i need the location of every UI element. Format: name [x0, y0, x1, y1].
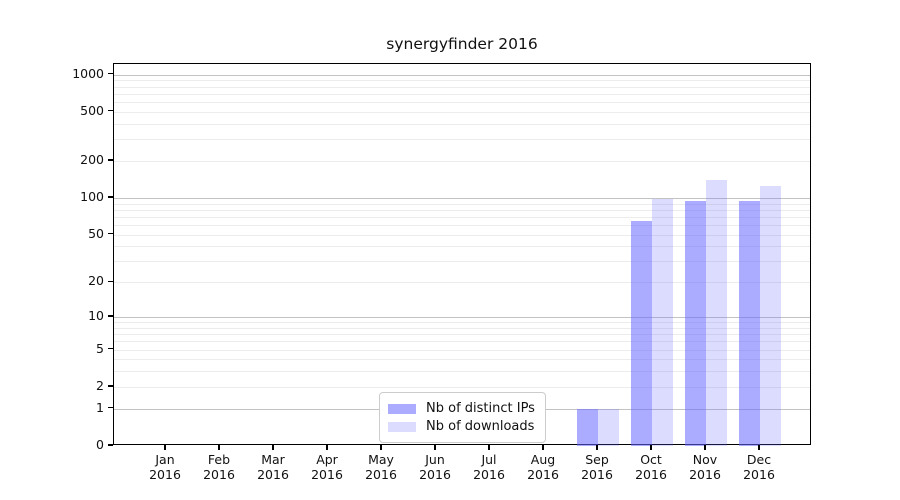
- y-tick-mark: [108, 159, 113, 161]
- bar-downloads: [706, 179, 727, 446]
- y-gridline-minor: [114, 234, 810, 236]
- x-tick-label: Aug 2016: [527, 452, 559, 482]
- x-tick-label: Sep 2016: [581, 452, 613, 482]
- x-tick-label: Jun 2016: [419, 452, 451, 482]
- y-gridline-minor: [114, 261, 810, 263]
- x-tick-mark: [434, 445, 436, 450]
- y-gridline-minor: [114, 209, 810, 211]
- x-tick-label: Apr 2016: [311, 452, 343, 482]
- chart-title: synergyfinder 2016: [386, 35, 538, 53]
- y-tick-label: 1000: [72, 65, 104, 81]
- y-gridline-minor: [114, 371, 810, 373]
- y-gridline-minor: [114, 349, 810, 351]
- y-gridline-minor: [114, 341, 810, 343]
- y-gridline-major: [114, 317, 810, 319]
- y-tick-mark: [108, 280, 113, 283]
- x-tick-label: Jan 2016: [149, 452, 181, 482]
- legend-row-downloads: Nb of downloads: [388, 418, 535, 435]
- x-tick-label: May 2016: [365, 452, 397, 482]
- y-tick-label: 1: [96, 399, 104, 415]
- y-gridline-minor: [114, 123, 810, 125]
- y-tick-label: 500: [80, 102, 104, 118]
- y-tick-mark: [108, 110, 113, 112]
- y-tick-label: 2: [96, 377, 104, 393]
- legend: Nb of distinct IPs Nb of downloads: [379, 392, 546, 443]
- x-tick-mark: [326, 445, 328, 450]
- y-gridline-minor: [114, 139, 810, 141]
- bar-downloads: [598, 408, 619, 446]
- x-tick-mark: [704, 445, 706, 450]
- x-tick-mark: [164, 445, 166, 450]
- y-tick-mark: [108, 407, 113, 409]
- bar-distinct-ips: [685, 201, 706, 446]
- y-tick-label: 100: [80, 188, 104, 204]
- bar-distinct-ips: [631, 220, 652, 446]
- bar-distinct-ips: [739, 200, 760, 446]
- y-gridline-minor: [114, 322, 810, 324]
- y-tick-label: 20: [88, 273, 104, 289]
- x-tick-mark: [596, 445, 598, 450]
- legend-label-distinct-ips: Nb of distinct IPs: [426, 401, 535, 416]
- legend-row-distinct-ips: Nb of distinct IPs: [388, 400, 535, 417]
- x-tick-label: Nov 2016: [689, 452, 721, 482]
- y-gridline-major: [114, 74, 810, 76]
- y-gridline-minor: [114, 203, 810, 205]
- x-tick-label: Dec 2016: [743, 452, 775, 482]
- y-gridline-minor: [114, 86, 810, 88]
- x-tick-label: Mar 2016: [257, 452, 289, 482]
- y-tick-mark: [108, 385, 113, 387]
- y-gridline-major: [114, 197, 810, 199]
- x-tick-mark: [758, 445, 760, 450]
- bar-downloads: [760, 186, 781, 446]
- y-gridline-minor: [114, 282, 810, 284]
- legend-label-downloads: Nb of downloads: [426, 419, 535, 434]
- y-tick-mark: [108, 196, 113, 198]
- y-tick-mark: [108, 72, 113, 75]
- y-tick-label: 200: [80, 151, 104, 167]
- y-tick-mark: [108, 444, 113, 446]
- bar-distinct-ips: [577, 408, 598, 446]
- y-tick-mark: [108, 232, 113, 235]
- y-tick-mark: [108, 347, 113, 350]
- y-gridline-minor: [114, 111, 810, 113]
- x-tick-mark: [218, 445, 220, 450]
- y-gridline-minor: [114, 80, 810, 82]
- y-tick-label: 10: [88, 308, 104, 324]
- legend-swatch-distinct-ips: [388, 403, 416, 414]
- y-tick-mark: [108, 315, 113, 317]
- x-tick-mark: [650, 445, 652, 450]
- y-tick-label: 5: [96, 340, 104, 356]
- y-gridline-minor: [114, 386, 810, 388]
- y-gridline-minor: [114, 334, 810, 336]
- y-gridline-minor: [114, 216, 810, 218]
- x-tick-mark: [542, 445, 544, 450]
- y-gridline-minor: [114, 327, 810, 329]
- y-tick-label: 50: [88, 225, 104, 241]
- y-gridline-minor: [114, 160, 810, 162]
- x-tick-mark: [488, 445, 490, 450]
- y-tick-label: 0: [96, 437, 104, 452]
- x-tick-label: Feb 2016: [203, 452, 235, 482]
- x-tick-label: Oct 2016: [635, 452, 667, 482]
- y-gridline-minor: [114, 93, 810, 95]
- plot-area: Nb of distinct IPs Nb of downloads: [113, 63, 811, 446]
- bar-downloads: [652, 198, 673, 446]
- y-gridline-minor: [114, 359, 810, 361]
- x-tick-label: Jul 2016: [473, 452, 505, 482]
- x-tick-mark: [380, 445, 382, 450]
- y-gridline-minor: [114, 102, 810, 104]
- legend-swatch-downloads: [388, 421, 416, 432]
- x-tick-mark: [272, 445, 274, 450]
- y-gridline-minor: [114, 225, 810, 226]
- y-gridline-minor: [114, 246, 810, 248]
